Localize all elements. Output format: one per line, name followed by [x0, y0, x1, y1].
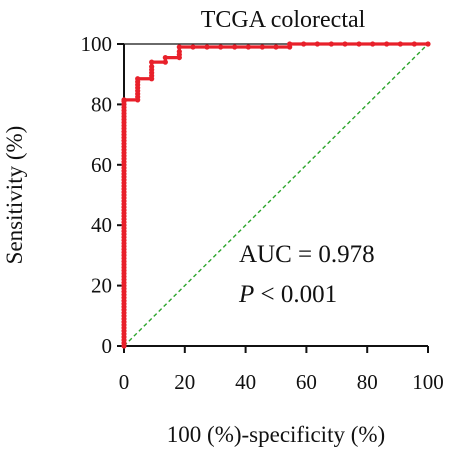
y-tick-label: 40 [91, 213, 112, 237]
roc-point [218, 44, 224, 50]
roc-points [121, 41, 431, 349]
x-tick-label: 60 [296, 370, 317, 394]
x-tick-label: 0 [119, 370, 130, 394]
roc-point [149, 64, 155, 70]
roc-point [342, 41, 348, 47]
roc-point [176, 44, 182, 50]
roc-point [259, 44, 265, 50]
roc-point [273, 44, 279, 50]
roc-point [314, 41, 320, 47]
roc-point [190, 44, 196, 50]
y-ticks: 0 20 40 60 80 100 [81, 32, 124, 358]
x-tick-label: 80 [357, 370, 378, 394]
x-ticks: 0 20 40 60 80 100 [119, 346, 444, 394]
roc-point [121, 97, 127, 103]
roc-point [204, 44, 210, 50]
roc-point [176, 48, 182, 55]
roc-point [370, 41, 376, 47]
y-tick-label: 60 [91, 153, 112, 177]
p-value-text: < 0.001 [254, 281, 337, 308]
auc-annotation: AUC = 0.978 [239, 241, 375, 268]
y-tick-label: 0 [102, 334, 113, 358]
roc-point [328, 41, 334, 47]
roc-point [301, 41, 307, 47]
roc-point [149, 59, 155, 65]
x-tick-label: 100 [412, 370, 444, 394]
roc-point [232, 44, 238, 50]
roc-point [135, 76, 141, 82]
x-tick-label: 40 [235, 370, 256, 394]
x-tick-label: 20 [174, 370, 195, 394]
roc-point [397, 41, 403, 47]
roc-point [425, 41, 431, 47]
roc-point [162, 54, 168, 61]
chart-title: TCGA colorectal [201, 7, 366, 33]
y-tick-label: 100 [81, 32, 113, 56]
roc-point [287, 41, 293, 47]
y-axis-title: Sensitivity (%) [2, 126, 27, 265]
roc-point [356, 41, 362, 47]
roc-point [162, 59, 168, 65]
x-axis-title: 100 (%)-specificity (%) [167, 422, 385, 447]
y-tick-label: 80 [91, 92, 112, 116]
roc-point [411, 41, 417, 47]
y-tick-label: 20 [91, 274, 112, 298]
reference-diagonal-line [123, 43, 429, 347]
roc-point [245, 44, 251, 50]
p-value-annotation: P < 0.001 [238, 281, 337, 308]
p-symbol: P [238, 281, 254, 308]
roc-point [384, 41, 390, 47]
